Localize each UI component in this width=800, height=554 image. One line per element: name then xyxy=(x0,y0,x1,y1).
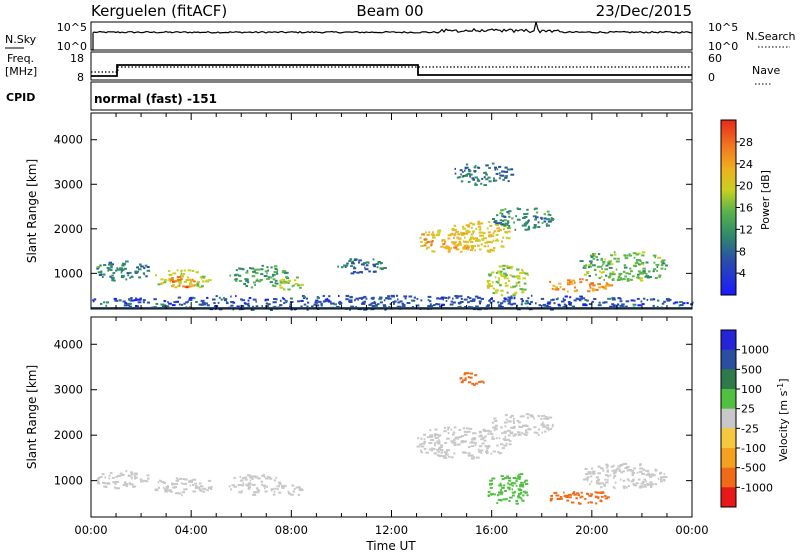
sky-right-tick-top: 10^5 xyxy=(708,21,738,34)
velocity-colorbar-tick: -100 xyxy=(741,442,766,455)
power-axes: 1000 2000 3000 4000 xyxy=(54,113,693,309)
x-tick-label: 20:00 xyxy=(575,523,608,537)
x-tick-label: 00:00 xyxy=(74,523,107,537)
station-title: Kerguelen (fitACF) xyxy=(91,2,227,20)
search-right-label: N.Search xyxy=(746,30,796,43)
sky-right-tick-bottom: 10^0 xyxy=(708,40,738,53)
freq-line xyxy=(91,64,692,77)
power-echo-region xyxy=(486,264,529,297)
velocity-echo-region xyxy=(459,372,485,386)
velocity-colorbar-block xyxy=(721,428,736,449)
cpid-panel: CPID normal (fast) -151 xyxy=(6,81,693,111)
velocity-echo-region xyxy=(154,477,213,497)
sky-left-tick-bottom: 10^0 xyxy=(57,40,87,53)
velocity-colorbar-block xyxy=(721,389,736,410)
power-echo-region xyxy=(454,162,515,187)
power-colorbar-tick: 16 xyxy=(739,202,753,215)
velocity-panel: 1000 2000 3000 4000 00:00 04:00 08:00 12:00 16:0… xyxy=(25,316,709,553)
velocity-echo-region xyxy=(487,473,529,505)
power-echo-region xyxy=(337,258,387,275)
y-tick-label: 3000 xyxy=(54,177,83,191)
velocity-colorbar-block xyxy=(721,448,736,469)
sky-left-tick-top: 10^5 xyxy=(57,21,87,34)
power-echo-region xyxy=(170,275,197,289)
power-echo-region xyxy=(579,251,668,282)
y-tick-label: 2000 xyxy=(54,428,83,442)
velocity-echo-region xyxy=(278,484,304,496)
power-echo-region xyxy=(492,207,555,231)
x-tick-label: 16:00 xyxy=(475,523,508,537)
sky-left-label: N.Sky xyxy=(5,33,37,46)
power-ylabel: Slant Range [km] xyxy=(25,159,39,263)
freq-tick-bottom: 8 xyxy=(77,71,84,84)
power-echo-region xyxy=(96,260,151,282)
velocity-colorbar-tick: -500 xyxy=(741,462,766,475)
y-tick-label: 2000 xyxy=(54,222,83,236)
x-tick-label: 04:00 xyxy=(175,523,208,537)
velocity-colorbar-tick: 500 xyxy=(741,363,762,376)
velocity-colorbar-label: Velocity [m s-1] xyxy=(776,378,791,461)
velocity-colorbar-block xyxy=(721,369,736,390)
sky-count-line xyxy=(91,21,693,51)
y-tick-label: 1000 xyxy=(54,266,83,280)
power-echo-region xyxy=(449,220,511,253)
velocity-echo-region xyxy=(416,426,512,460)
cpid-text: normal (fast) -151 xyxy=(94,92,217,106)
y-tick-label: 3000 xyxy=(54,383,83,397)
power-echo-region xyxy=(229,264,290,289)
freq-panel: Freq. [MHz] 18 8 60 0 Nave xyxy=(5,51,780,85)
cpid-label: CPID xyxy=(6,91,35,104)
sky-panel: N.Sky 10^5 10^0 10^5 10^0 N.Search xyxy=(5,21,796,53)
velocity-colorbar-tick: -25 xyxy=(741,422,759,435)
freq-tick-top: 18 xyxy=(70,52,84,65)
velocity-echo-region xyxy=(491,413,554,437)
power-echo-region xyxy=(549,278,614,293)
nave-right-label: Nave xyxy=(752,64,780,77)
freq-label-2: [MHz] xyxy=(5,65,37,78)
nave-line xyxy=(91,66,692,73)
power-panel: 1000 2000 3000 4000 Slant Range [km] xyxy=(25,112,694,311)
velocity-colorbar-tick: -1000 xyxy=(741,481,773,494)
velocity-colorbar-tick: 100 xyxy=(741,383,762,396)
velocity-colorbar-block xyxy=(721,330,736,351)
date-title: 23/Dec/2015 xyxy=(596,2,692,20)
power-colorbar-tick: 24 xyxy=(739,158,753,171)
x-tick-label: 08:00 xyxy=(275,523,308,537)
velocity-colorbar-block xyxy=(721,467,736,488)
x-tick-label: 00:00 xyxy=(675,523,708,537)
x-axis-label: Time UT xyxy=(365,539,416,553)
nave-tick-bottom: 0 xyxy=(708,71,715,84)
velocity-echo-region xyxy=(96,470,150,490)
power-colorbar-tick: 12 xyxy=(739,223,753,236)
y-tick-label: 4000 xyxy=(54,337,83,351)
power-colorbar-tick: 20 xyxy=(739,180,753,193)
freq-label-1: Freq. xyxy=(7,52,34,65)
velocity-axes: 1000 2000 3000 4000 00:00 04:00 08:00 12:00 16:0… xyxy=(54,317,709,537)
power-colorbar-label: Power [dB] xyxy=(759,170,772,230)
velocity-colorbar-block xyxy=(721,487,736,508)
velocity-data-layer xyxy=(96,372,668,505)
y-tick-label: 1000 xyxy=(54,474,83,488)
velocity-colorbar: 1000 500 100 25 -25 -100 -500 -1000 Velocity [m… xyxy=(720,329,791,508)
x-tick-label: 12:00 xyxy=(375,523,408,537)
velocity-ylabel: Slant Range [km] xyxy=(25,365,39,469)
velocity-echo-region xyxy=(582,462,668,490)
velocity-echo-region xyxy=(549,491,610,505)
power-colorbar: 4 8 12 16 20 24 28 Power [dB] xyxy=(720,119,772,296)
velocity-colorbar-tick: 25 xyxy=(741,403,755,416)
power-colorbar-tick: 28 xyxy=(739,136,753,149)
power-echo-region xyxy=(279,276,304,291)
power-colorbar-tick: 8 xyxy=(739,245,746,258)
power-colorbar-tick: 4 xyxy=(739,267,746,280)
beam-title: Beam 00 xyxy=(356,2,423,20)
velocity-echo-region xyxy=(228,473,285,496)
velocity-colorbar-block xyxy=(721,349,736,370)
velocity-colorbar-tick: 1000 xyxy=(741,344,769,357)
nave-tick-top: 60 xyxy=(708,52,722,65)
velocity-colorbar-block xyxy=(721,408,736,429)
y-tick-label: 4000 xyxy=(54,133,83,147)
